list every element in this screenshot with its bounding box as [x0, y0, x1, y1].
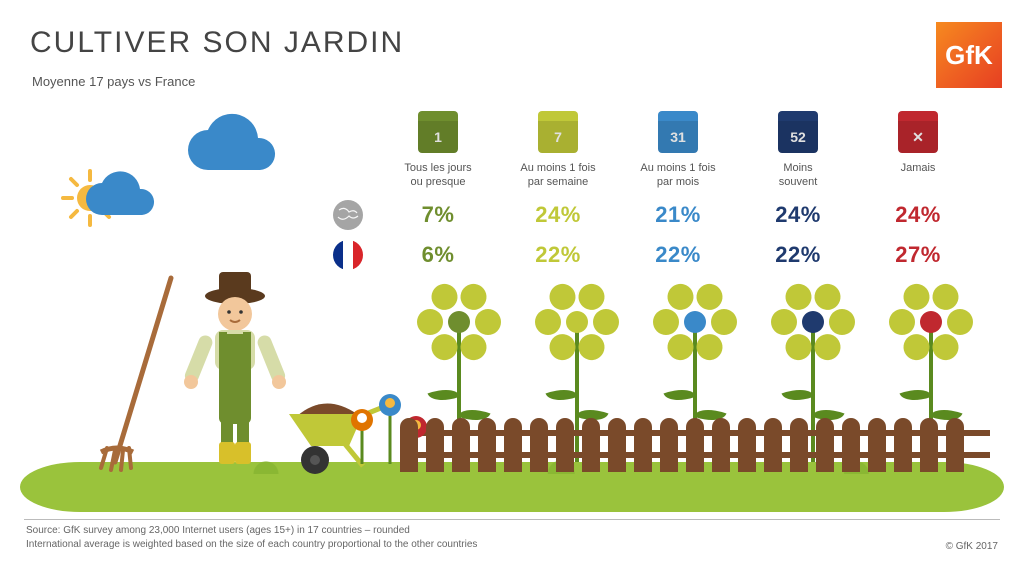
fence-picket [660, 418, 678, 472]
value-world-never: 24% [858, 202, 978, 228]
fence [400, 412, 990, 472]
fence-picket [738, 418, 756, 472]
fence-picket [816, 418, 834, 472]
calendar-icon: 1 [418, 111, 458, 153]
column-label: Au moins 1 foispar mois [618, 161, 738, 190]
column-weekly: 7 Au moins 1 foispar semaine [498, 108, 618, 190]
calendar-icon: 52 [778, 111, 818, 153]
calendar-icon: 31 [658, 111, 698, 153]
value-world-weekly: 24% [498, 202, 618, 228]
fence-picket [790, 418, 808, 472]
page-title: CULTIVER SON JARDIN [30, 26, 404, 60]
garden-scene [0, 282, 1024, 512]
value-france-never: 27% [858, 242, 978, 268]
footnote-line-1: Source: GfK survey among 23,000 Internet… [26, 524, 477, 538]
column-monthly: 31 Au moins 1 foispar mois [618, 108, 738, 190]
fence-picket [452, 418, 470, 472]
row-france: 6%22%22%22%27% [318, 240, 978, 270]
cloud-big-icon [180, 110, 290, 180]
row-world: 7%24%21%24%24% [318, 200, 978, 230]
gfk-logo: GfK [936, 22, 1002, 88]
fence-picket [478, 418, 496, 472]
value-world-monthly: 21% [618, 202, 738, 228]
value-france-monthly: 22% [618, 242, 738, 268]
footnote: Source: GfK survey among 23,000 Internet… [26, 524, 477, 552]
flag-france-icon [333, 240, 363, 270]
small-flower [350, 409, 374, 464]
fence-picket [920, 418, 938, 472]
fence-picket [504, 418, 522, 472]
column-label: Moinssouvent [738, 161, 858, 190]
value-world-rarely: 24% [738, 202, 858, 228]
column-label: Tous les joursou presque [378, 161, 498, 190]
small-flower [378, 394, 402, 464]
value-world-daily: 7% [378, 202, 498, 228]
fence-picket [946, 418, 964, 472]
fence-picket [426, 418, 444, 472]
data-grid: 1 Tous les joursou presque 7 Au moins 1 foi… [318, 108, 978, 280]
fence-picket [400, 418, 418, 472]
fence-picket [894, 418, 912, 472]
column-never: ✕ Jamais [858, 108, 978, 190]
cloud-small-icon [80, 170, 160, 225]
calendar-icon: ✕ [898, 111, 938, 153]
fence-picket [582, 418, 600, 472]
fence-picket [868, 418, 886, 472]
fence-picket [556, 418, 574, 472]
gardener-icon [175, 256, 295, 476]
fence-picket [764, 418, 782, 472]
fence-picket [608, 418, 626, 472]
footnote-line-2: International average is weighted based … [26, 538, 477, 552]
column-daily: 1 Tous les joursou presque [378, 108, 498, 190]
value-france-rarely: 22% [738, 242, 858, 268]
column-label: Jamais [858, 161, 978, 189]
fence-picket [634, 418, 652, 472]
calendar-icon: 7 [538, 111, 578, 153]
column-rarely: 52 Moinssouvent [738, 108, 858, 190]
page-subtitle: Moyenne 17 pays vs France [32, 74, 195, 89]
footer-divider [24, 519, 1000, 520]
fence-picket [686, 418, 704, 472]
fence-picket [712, 418, 730, 472]
fence-picket [530, 418, 548, 472]
copyright: © GfK 2017 [946, 541, 998, 552]
value-france-daily: 6% [378, 242, 498, 268]
globe-icon [333, 200, 363, 230]
column-label: Au moins 1 foispar semaine [498, 161, 618, 190]
small-flowers [350, 374, 430, 464]
fence-picket [842, 418, 860, 472]
value-france-weekly: 22% [498, 242, 618, 268]
